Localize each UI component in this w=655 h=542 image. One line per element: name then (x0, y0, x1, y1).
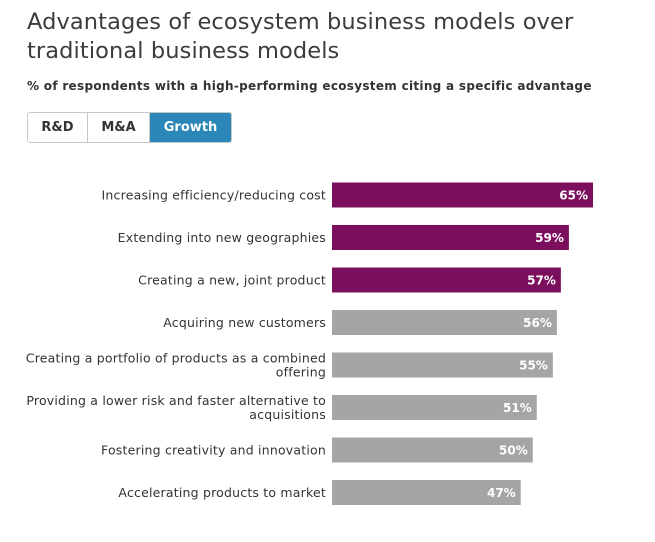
bar-4 (332, 352, 553, 378)
category-label: Creating a portfolio of products as a co… (26, 351, 326, 366)
category-label: offering (276, 365, 326, 380)
chart-subtitle: % of respondents with a high-performing … (27, 79, 592, 93)
tab-bar: R&D M&A Growth (27, 112, 232, 143)
category-label: acquisitions (249, 407, 326, 422)
bar-value-label: 47% (487, 486, 516, 500)
bar-0 (332, 182, 593, 208)
category-label: Acquiring new customers (163, 315, 326, 330)
bar-1 (332, 225, 569, 250)
bar-5 (332, 395, 537, 420)
bar-3 (332, 310, 557, 335)
tab-rd[interactable]: R&D (28, 113, 88, 142)
bar-value-label: 56% (523, 316, 552, 330)
bar-value-label: 51% (503, 401, 532, 415)
bar-value-label: 65% (559, 189, 588, 203)
bar-6 (332, 437, 533, 463)
category-label: Providing a lower risk and faster altern… (26, 393, 326, 408)
category-label: Creating a new, joint product (138, 273, 326, 288)
category-label: Accelerating products to market (118, 485, 326, 500)
category-label: Fostering creativity and innovation (101, 443, 326, 458)
bar-value-label: 55% (519, 359, 548, 373)
bar-2 (332, 267, 561, 293)
bar-value-label: 59% (535, 231, 564, 245)
category-label: Increasing efficiency/reducing cost (102, 188, 326, 203)
chart-title: Advantages of ecosystem business models … (27, 9, 574, 64)
bar-value-label: 57% (527, 274, 556, 288)
tab-ma[interactable]: M&A (88, 113, 150, 142)
tab-growth[interactable]: Growth (150, 113, 231, 142)
bar-7 (332, 480, 521, 505)
bar-value-label: 50% (499, 444, 528, 458)
category-label: Extending into new geographies (118, 230, 326, 245)
